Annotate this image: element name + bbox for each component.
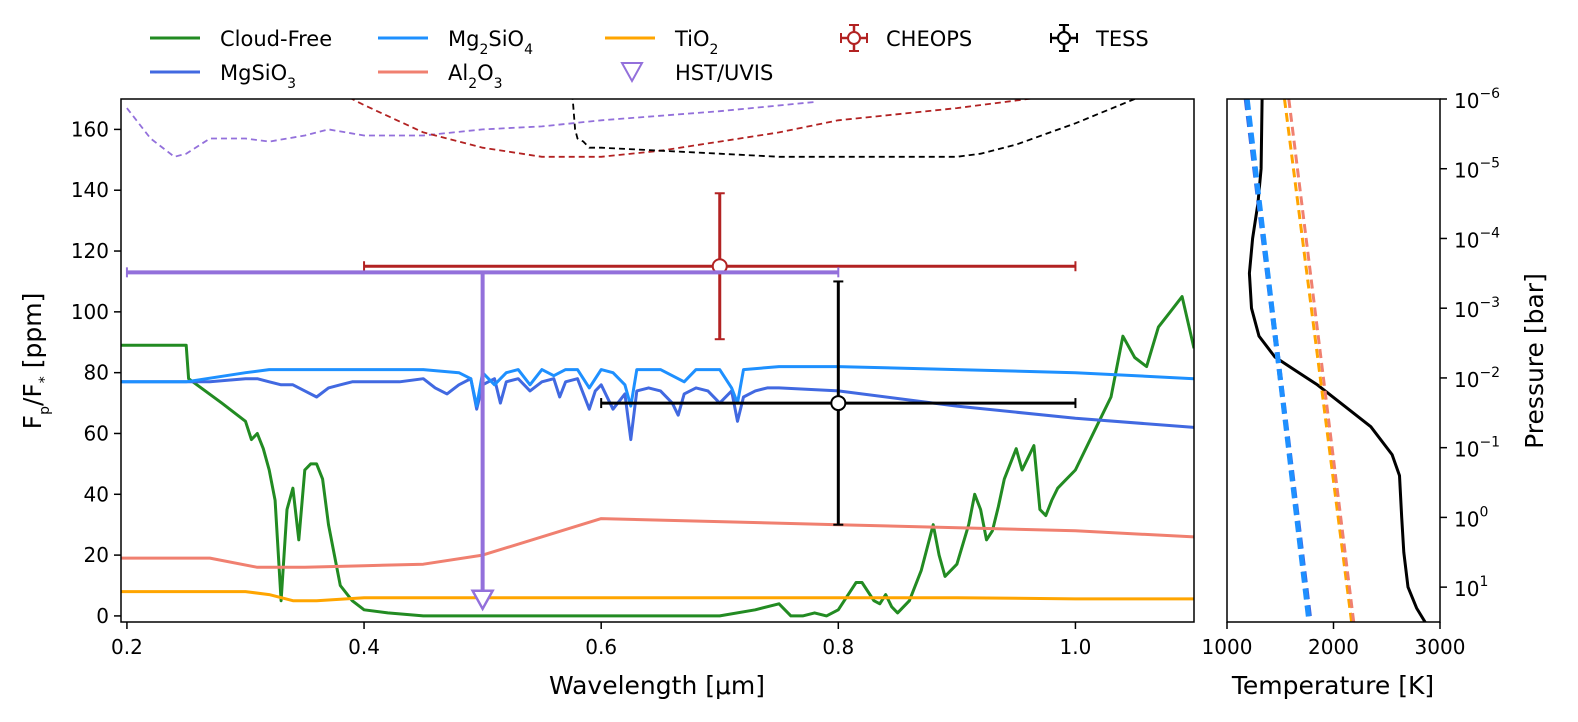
obs-cheops xyxy=(363,192,1077,341)
x-tick-label: 0.8 xyxy=(822,635,854,659)
tp-x-tick-label: 1000 xyxy=(1202,635,1253,659)
tp-y-tick-label: 10−5 xyxy=(1454,156,1500,183)
series-hst-uvis-limit xyxy=(126,101,815,158)
obs-tess xyxy=(600,280,1077,526)
spectrum-frame xyxy=(120,98,1195,623)
tp-x-tick-label: 2000 xyxy=(1308,635,1359,659)
series-cheops-limit xyxy=(350,99,1035,158)
tp-x-tick-label: 3000 xyxy=(1415,635,1466,659)
tp-x-axis-label: Temperature [K] xyxy=(1231,671,1434,700)
observations xyxy=(125,192,1077,612)
tp-series-al2o3-condensation xyxy=(1287,99,1356,622)
x-axis-label: Wavelength [μm] xyxy=(549,671,765,700)
y-tick-label: 40 xyxy=(84,482,109,506)
x-axis-ticks: 0.2 0.4 0.6 0.8 1.0 xyxy=(111,622,1091,659)
tp-y-tick-label: 10−6 xyxy=(1454,86,1500,113)
tp-y-tick-label: 10−4 xyxy=(1454,225,1500,252)
tp-y-tick-label: 10−2 xyxy=(1454,365,1500,392)
x-tick-label: 0.2 xyxy=(111,635,143,659)
spectrum-series xyxy=(121,99,1194,618)
spectrum-panel: 0.2 0.4 0.6 0.8 1.0 0 20 40 60 80 100 120 140 160 Wa… xyxy=(18,98,1195,700)
tp-series-mg2sio4-condensation xyxy=(1244,99,1312,622)
series-al-o xyxy=(121,517,1194,569)
legend-swatch-marker xyxy=(847,31,861,45)
tp-y-axis-label: Pressure [bar] xyxy=(1520,273,1549,449)
legend-label: HST/UVIS xyxy=(675,61,773,85)
y-tick-label: 160 xyxy=(71,117,109,141)
obs-marker-hst-uvis xyxy=(470,589,495,612)
tp-y-tick-label: 10−3 xyxy=(1454,295,1500,322)
x-tick-label: 0.6 xyxy=(585,635,617,659)
legend-label: MgSiO3 xyxy=(220,61,296,92)
legend-item-mg2sio4: Mg2SiO4 xyxy=(378,27,533,58)
legend-label: Cloud-Free xyxy=(220,27,332,51)
tp-series-tio2-condensation xyxy=(1283,99,1354,622)
legend-swatch-marker xyxy=(1057,31,1071,45)
y-tick-label: 140 xyxy=(71,178,109,202)
legend-item-cheops: CHEOPS xyxy=(840,24,972,52)
tp-x-axis-ticks: 1000 2000 3000 xyxy=(1202,622,1466,659)
tp-series xyxy=(1243,99,1427,622)
legend-item-al2o3: Al2O3 xyxy=(378,61,503,92)
legend-swatch xyxy=(620,62,644,84)
obs-marker-tess xyxy=(830,395,847,412)
legend-item-cloud-free: Cloud-Free xyxy=(150,27,332,51)
tp-y-tick-label: 100 xyxy=(1454,504,1488,531)
legend-item-tess: TESS xyxy=(1050,24,1149,52)
y-tick-label: 100 xyxy=(71,300,109,324)
series-tess-limit xyxy=(571,99,1139,158)
y-tick-label: 60 xyxy=(84,421,109,445)
x-tick-label: 1.0 xyxy=(1060,635,1092,659)
series-mgsio xyxy=(121,377,1194,442)
temperature-pressure-panel: 1000 2000 3000 10−6 10−5 10−4 10−3 10−2 10−1 100… xyxy=(1202,86,1549,700)
tp-y-tick-label: 10−1 xyxy=(1454,435,1500,462)
y-tick-label: 20 xyxy=(84,543,109,567)
legend-item-mgsio3: MgSiO3 xyxy=(150,61,296,92)
legend-item-hst-uvis: HST/UVIS xyxy=(620,61,773,85)
y-axis-label: Fp/F* [ppm] xyxy=(18,293,53,430)
legend-label: Al2O3 xyxy=(448,61,503,92)
tp-series-temperature-profile xyxy=(1247,99,1427,622)
tp-y-tick-label: 101 xyxy=(1454,574,1488,601)
series-cloud-free xyxy=(121,295,1194,618)
legend-label: TESS xyxy=(1095,27,1149,51)
obs-hst-uvis xyxy=(125,267,840,612)
series-tio xyxy=(121,590,1194,603)
tp-y-axis-ticks: 10−6 10−5 10−4 10−3 10−2 10−1 100 101 xyxy=(1440,86,1500,601)
legend-item-tio2: TiO2 xyxy=(605,27,718,58)
legend-label: Mg2SiO4 xyxy=(448,27,533,58)
series-mg-sio xyxy=(121,365,1194,408)
y-tick-label: 0 xyxy=(96,604,109,628)
legend-label: TiO2 xyxy=(674,27,718,58)
y-tick-label: 120 xyxy=(71,239,109,263)
legend-label: CHEOPS xyxy=(886,27,972,51)
x-tick-label: 0.4 xyxy=(348,635,380,659)
y-tick-label: 80 xyxy=(84,361,109,385)
y-axis-ticks: 0 20 40 60 80 100 120 140 160 xyxy=(71,117,121,628)
